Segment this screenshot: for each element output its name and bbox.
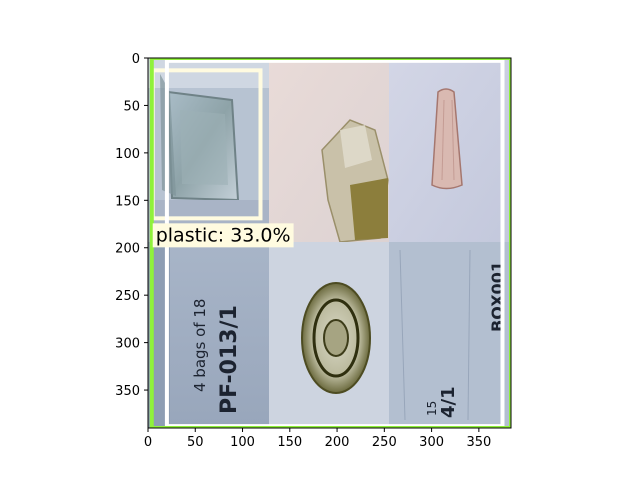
x-tick-label: 350 (466, 435, 491, 450)
x-tick-label: 0 (144, 435, 152, 450)
x-tick-label: 300 (419, 435, 444, 450)
box-text-15: 15 (425, 401, 439, 416)
box-text-4-1: 4/1 (438, 386, 459, 418)
x-tick-label: 200 (325, 435, 350, 450)
detection-label: plastic: 33.0% (156, 224, 291, 246)
detection-box (149, 58, 511, 428)
detection-labels: plastic: 33.0% (152, 223, 294, 248)
y-axis: 0 50 100 150 200 250 300 350 (115, 52, 148, 399)
axes-frame (147, 57, 512, 429)
pink-vial-photo (389, 58, 511, 242)
box-text-pf: PF-013/1 (217, 305, 242, 414)
cardboard-box-photo: BOX001 15 4/1 (389, 242, 511, 428)
box-text-bags: 4 bags of 18 (191, 299, 209, 392)
x-tick-label: 250 (372, 435, 397, 450)
y-tick-label: 50 (123, 99, 140, 114)
y-tick-label: 100 (115, 147, 140, 162)
y-tick-label: 200 (115, 242, 140, 257)
y-tick-label: 250 (115, 289, 140, 304)
x-tick-label: 50 (187, 435, 204, 450)
x-tick-label: 100 (230, 435, 255, 450)
x-tick-label: 150 (277, 435, 302, 450)
crumpled-plastic-photo (269, 58, 389, 243)
x-axis: 0 50 100 150 200 250 300 350 (144, 428, 491, 450)
detection-label-bg (152, 223, 294, 248)
metal-lid-photo (269, 242, 389, 428)
y-tick-label: 300 (115, 337, 140, 352)
y-tick-label: 150 (115, 194, 140, 209)
y-tick-label: 350 (115, 384, 140, 399)
y-tick-label: 0 (132, 52, 140, 67)
